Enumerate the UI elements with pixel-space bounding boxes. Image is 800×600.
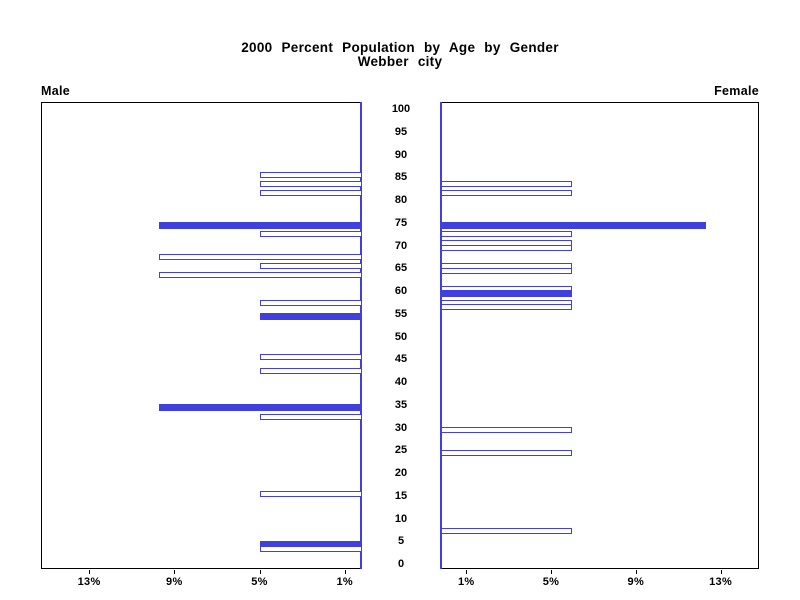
male-x-tick-label-1: 1% xyxy=(336,576,353,588)
female-bar-age-30 xyxy=(441,427,573,434)
male-panel-label: Male xyxy=(41,84,70,98)
age-tick-label-0: 0 xyxy=(397,558,405,570)
female-bar-age-75 xyxy=(441,221,706,229)
age-tick-label-40: 40 xyxy=(394,376,408,388)
female-x-tick-label-1: 1% xyxy=(457,576,475,588)
male-x-tick-5 xyxy=(259,570,261,574)
female-bar-age-25 xyxy=(441,450,573,456)
female-x-tick-label-5: 5% xyxy=(542,576,560,588)
male-bar-age-46 xyxy=(259,354,362,361)
male-bar-age-75 xyxy=(159,221,362,229)
female-bar-age-65 xyxy=(441,267,573,274)
age-tick-label-5: 5 xyxy=(397,535,405,548)
age-tick-label-65: 65 xyxy=(394,262,408,275)
male-bar-age-5 xyxy=(259,540,362,548)
age-tick-label-15: 15 xyxy=(394,489,408,502)
female-bar-age-60 xyxy=(441,289,573,297)
female-x-tick-13 xyxy=(720,570,722,574)
male-bar-age-43 xyxy=(259,367,362,374)
female-x-tick-5 xyxy=(551,570,552,574)
male-bar-age-68 xyxy=(159,253,362,260)
male-x-tick-1 xyxy=(344,570,346,574)
male-bar-age-16 xyxy=(259,491,362,498)
male-x-tick-label-5: 5% xyxy=(251,576,268,588)
male-bar-age-82 xyxy=(259,190,362,197)
male-bar-age-35 xyxy=(159,403,362,411)
age-tick-label-90: 90 xyxy=(394,148,408,161)
male-bar-age-64 xyxy=(159,272,362,279)
female-x-tick-1 xyxy=(466,570,468,574)
chart-title: 2000 Percent Population by Age by Gender… xyxy=(0,41,800,69)
female-x-tick-9 xyxy=(635,570,637,574)
age-tick-label-100: 100 xyxy=(391,103,411,115)
age-tick-label-70: 70 xyxy=(394,239,408,252)
age-tick-label-80: 80 xyxy=(394,194,408,206)
age-tick-label-30: 30 xyxy=(394,421,408,434)
male-bar-age-55 xyxy=(259,312,362,320)
male-bar-age-58 xyxy=(259,299,362,306)
age-tick-label-10: 10 xyxy=(394,512,408,525)
chart-title-line-2: Webber city xyxy=(357,54,443,69)
age-tick-label-75: 75 xyxy=(394,216,408,229)
female-bar-age-73 xyxy=(441,231,573,238)
female-x-tick-label-9: 9% xyxy=(627,576,645,588)
age-tick-label-20: 20 xyxy=(394,467,408,479)
female-panel xyxy=(440,102,759,569)
female-bar-age-57 xyxy=(441,304,573,311)
female-bar-age-84 xyxy=(441,180,573,187)
male-x-tick-13 xyxy=(89,570,91,574)
male-x-tick-label-9: 9% xyxy=(166,576,183,588)
female-bar-age-70 xyxy=(441,244,573,251)
chart-title-line-1: 2000 Percent Population by Age by Gender xyxy=(241,40,559,55)
age-tick-label-35: 35 xyxy=(394,398,408,411)
female-inner-axis-line xyxy=(440,102,442,569)
male-x-tick-9 xyxy=(174,570,176,574)
male-inner-axis-line xyxy=(360,102,362,569)
age-tick-label-95: 95 xyxy=(394,125,408,138)
male-x-tick-label-13: 13% xyxy=(77,576,101,588)
female-bar-age-8 xyxy=(441,527,573,534)
age-tick-label-85: 85 xyxy=(394,171,408,184)
age-tick-label-55: 55 xyxy=(394,307,408,320)
female-x-tick-label-13: 13% xyxy=(709,576,733,588)
male-bar-age-84 xyxy=(259,180,362,187)
female-panel-label: Female xyxy=(714,84,759,98)
age-tick-label-25: 25 xyxy=(394,444,408,457)
male-bar-age-86 xyxy=(259,171,362,178)
female-bar-age-82 xyxy=(441,190,573,197)
male-bar-age-4 xyxy=(259,545,362,552)
male-bar-age-73 xyxy=(259,231,362,238)
male-bar-age-66 xyxy=(259,263,362,270)
age-tick-label-45: 45 xyxy=(394,353,408,366)
age-tick-label-60: 60 xyxy=(394,285,408,297)
age-tick-label-50: 50 xyxy=(394,330,408,343)
male-bar-age-33 xyxy=(259,413,362,420)
